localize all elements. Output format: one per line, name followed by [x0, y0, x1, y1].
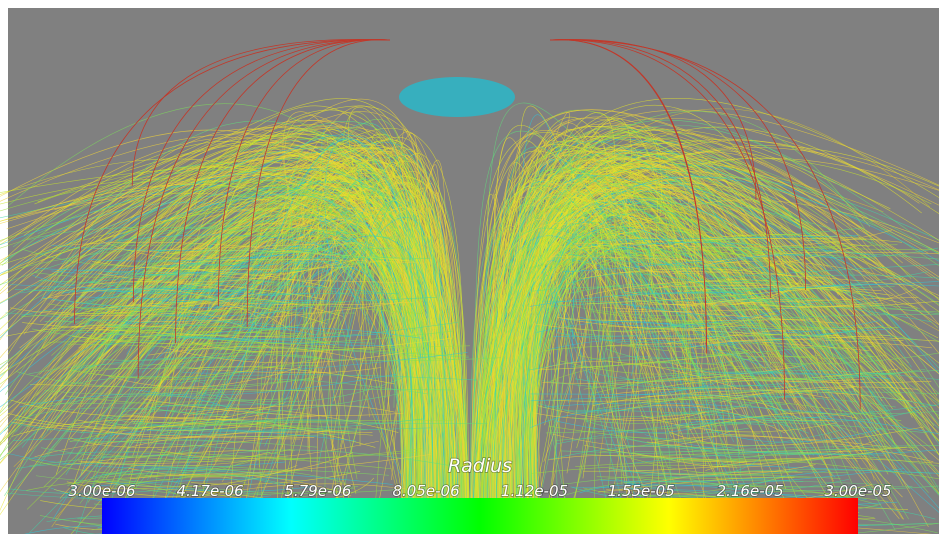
colorbar-tick-label: 3.00e-05 [824, 482, 891, 500]
vortex-core [399, 77, 515, 117]
colorbar-title: Radius [448, 455, 512, 477]
colorbar-tick-label: 8.05e-06 [393, 482, 460, 500]
colorbar-tick-label: 4.17e-06 [177, 482, 244, 500]
visualization: 3.00e-06 4.17e-06 5.79e-06 8.05e-06 1.12e-05… [0, 0, 939, 534]
colorbar-tick-label: 3.00e-06 [68, 482, 135, 500]
colorbar [102, 498, 858, 534]
colorbar-tick-label: 1.55e-05 [608, 482, 675, 500]
colorbar-tick-label: 5.79e-06 [284, 482, 351, 500]
colorbar-tick-label: 1.12e-05 [501, 482, 568, 500]
colorbar-tick-label: 2.16e-05 [717, 482, 784, 500]
